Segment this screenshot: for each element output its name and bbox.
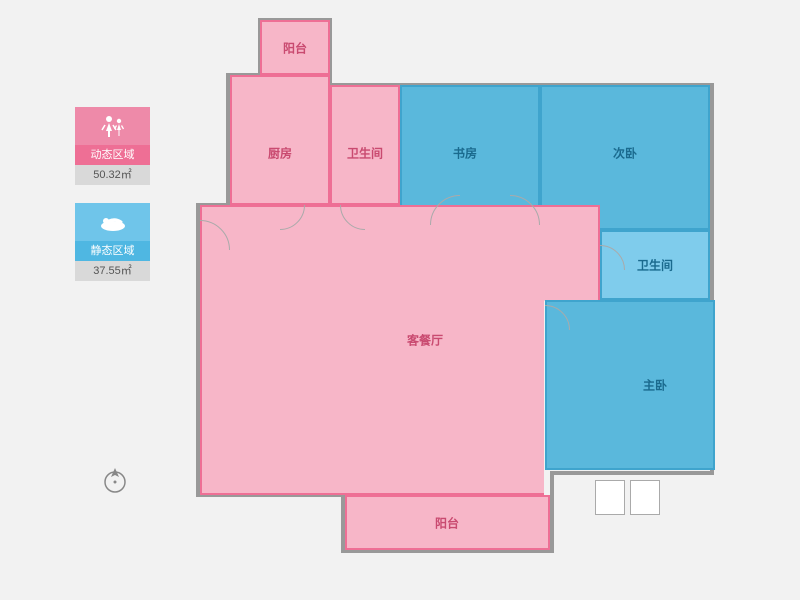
room-kitchen <box>230 75 330 205</box>
fixture <box>595 480 625 515</box>
legend-static-icon-box <box>75 203 150 241</box>
room-label-balcony_bot: 阳台 <box>435 515 459 532</box>
compass-icon <box>100 465 130 500</box>
room-label-bath2: 卫生间 <box>637 257 673 274</box>
room-label-kitchen: 厨房 <box>268 145 292 162</box>
room-label-living: 客餐厅 <box>407 332 443 349</box>
legend-static-label: 静态区域 <box>75 241 150 261</box>
legend-static: 静态区域 37.55㎡ <box>75 203 150 281</box>
floorplan: 阳台厨房卫生间书房次卧卫生间客餐厅主卧阳台 <box>200 20 740 580</box>
room-label-bed1: 主卧 <box>643 377 667 394</box>
legend-dynamic-icon-box <box>75 107 150 145</box>
wall <box>550 471 554 497</box>
room-label-bath1: 卫生间 <box>347 145 383 162</box>
legend-dynamic-label: 动态区域 <box>75 145 150 165</box>
legend-static-value: 37.55㎡ <box>75 261 150 281</box>
legend: 动态区域 50.32㎡ 静态区域 37.55㎡ <box>75 107 150 299</box>
room-living <box>200 205 600 495</box>
wall <box>196 203 200 497</box>
room-bed1 <box>545 300 715 470</box>
people-icon <box>100 113 126 139</box>
wall <box>550 471 714 475</box>
wall <box>550 493 554 553</box>
room-label-study: 书房 <box>453 145 477 162</box>
sleep-icon <box>99 212 127 232</box>
legend-dynamic-value: 50.32㎡ <box>75 165 150 185</box>
fixture <box>630 480 660 515</box>
room-label-bed2: 次卧 <box>613 145 637 162</box>
legend-dynamic: 动态区域 50.32㎡ <box>75 107 150 185</box>
room-label-balcony_top: 阳台 <box>283 40 307 57</box>
